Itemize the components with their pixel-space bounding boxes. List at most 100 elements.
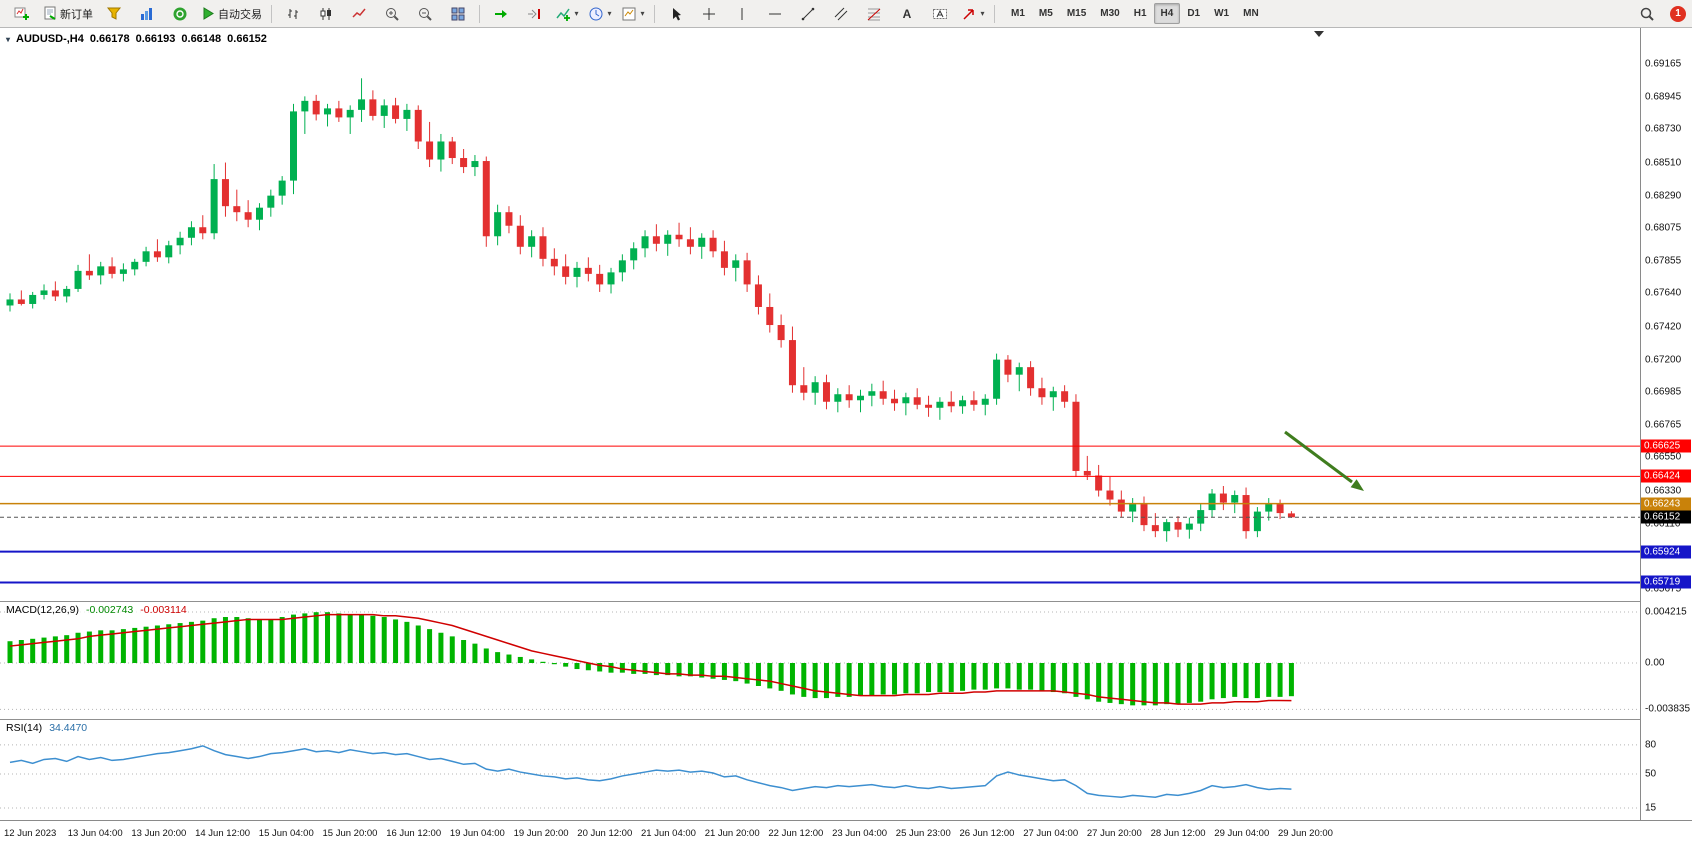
new-order-label: 新订单: [60, 8, 93, 21]
label-tool-button[interactable]: [924, 2, 956, 26]
chevron-down-icon: ▾: [607, 9, 612, 18]
timeframe-button-d1[interactable]: D1: [1187, 8, 1201, 19]
chart-header: ▾ AUDUSD-,H4 0.66178 0.66193 0.66148 0.6…: [6, 33, 267, 45]
line-chart-button[interactable]: [343, 2, 375, 26]
text-tool-button[interactable]: A: [891, 2, 923, 26]
indicators-button[interactable]: ▾: [551, 2, 583, 26]
rsi-name: RSI(14): [6, 722, 43, 734]
crosshair-icon: [703, 7, 715, 20]
rsi-indicator-label: RSI(14) 34.4470: [6, 722, 88, 734]
autotrading-icon: [203, 7, 214, 20]
price-axis-label: 0.65675: [1645, 583, 1682, 595]
rsi-scale-label: 15: [1645, 802, 1657, 814]
timeframe-button-m1[interactable]: M1: [1011, 8, 1025, 19]
price-axis-label: 0.66550: [1645, 451, 1682, 463]
price-axis-label: 0.66985: [1645, 386, 1682, 398]
price-level-badge: 0.66243: [1641, 497, 1691, 511]
objects-icon: [963, 8, 975, 20]
macd-name: MACD(12,26,9): [6, 604, 79, 616]
rsi-scale-label: 50: [1645, 768, 1657, 780]
main-toolbar: 新订单 自动交易: [0, 0, 1692, 28]
auto-scroll-button[interactable]: [485, 2, 517, 26]
time-axis-label: 27 Jun 20:00: [1086, 828, 1142, 839]
charts-button[interactable]: [131, 2, 163, 26]
timeframe-button-m30[interactable]: M30: [1100, 8, 1120, 19]
templates-button[interactable]: ▾: [617, 2, 649, 26]
search-button[interactable]: [1631, 2, 1663, 26]
timeframe-button-m15[interactable]: M15: [1066, 8, 1087, 19]
vertical-line-icon: [741, 7, 743, 20]
zoom-in-button[interactable]: [376, 2, 408, 26]
macd-indicator-label: MACD(12,26,9) -0.002743 -0.003114: [6, 604, 187, 616]
notification-badge[interactable]: 1: [1670, 5, 1686, 22]
timeframe-button-w1[interactable]: W1: [1214, 8, 1230, 19]
candlestick-chart-button[interactable]: [310, 2, 342, 26]
open-value: 0.66178: [89, 33, 130, 45]
cursor-icon: [673, 7, 681, 20]
bar-chart-icon: [288, 8, 298, 19]
price-axis-label: 0.67420: [1645, 321, 1682, 333]
time-axis[interactable]: 12 Jun 2023 13 Jun 04:00 13 Jun 20:00 14 Ju…: [0, 820, 1692, 848]
timeframe-button-h4[interactable]: H4: [1153, 3, 1181, 24]
chevron-down-icon: ▾: [640, 9, 645, 18]
label-icon: [933, 8, 947, 19]
objects-button[interactable]: ▾: [957, 2, 989, 26]
price-axis-label: 0.66765: [1645, 419, 1682, 431]
fibonacci-button[interactable]: [858, 2, 890, 26]
text-icon: A: [902, 6, 912, 21]
zoom-out-icon: [419, 7, 432, 21]
price-axis-label: 0.68510: [1645, 157, 1682, 169]
bar-chart-button[interactable]: [277, 2, 309, 26]
horizontal-line-button[interactable]: [759, 2, 791, 26]
candlestick-chart-icon: [320, 7, 331, 20]
periods-button[interactable]: ▾: [584, 2, 616, 26]
timeframe-button-h1[interactable]: H1: [1133, 8, 1147, 19]
price-axis-label: 0.67855: [1645, 255, 1682, 267]
tile-windows-button[interactable]: [442, 2, 474, 26]
time-axis-label: 19 Jun 20:00: [513, 828, 569, 839]
channel-icon: [834, 7, 848, 20]
market-watch-button[interactable]: [98, 2, 130, 26]
autotrading-button[interactable]: 自动交易: [197, 2, 266, 26]
time-axis-label: 26 Jun 12:00: [959, 828, 1015, 839]
zoom-out-button[interactable]: [409, 2, 441, 26]
toolbar-separator: [994, 4, 995, 23]
chart-shift-icon: [528, 8, 540, 19]
one-click-trading-toggle[interactable]: ▾: [6, 34, 11, 44]
horizontal-line-icon: [769, 13, 781, 14]
fibonacci-icon: [867, 8, 881, 20]
new-chart-button[interactable]: [6, 2, 38, 26]
channel-button[interactable]: [825, 2, 857, 26]
chart-shift-button[interactable]: [518, 2, 550, 26]
periods-icon: [589, 7, 603, 20]
timeframe-button-m5[interactable]: M5: [1038, 8, 1053, 19]
vertical-line-button[interactable]: [726, 2, 758, 26]
new-order-icon: [44, 6, 56, 20]
symbol-period-label: AUDUSD-,H4: [16, 33, 84, 45]
indicators-icon: [556, 8, 571, 21]
macd-signal-value: -0.003114: [140, 604, 187, 616]
chart-canvas[interactable]: [0, 28, 1640, 820]
community-button[interactable]: [164, 2, 196, 26]
time-axis-label: 25 Jun 23:00: [895, 828, 951, 839]
time-axis-label: 15 Jun 04:00: [258, 828, 314, 839]
chart-window: ▾ AUDUSD-,H4 0.66178 0.66193 0.66148 0.6…: [0, 28, 1692, 820]
charts-icon: [141, 7, 152, 20]
time-axis-label: 13 Jun 20:00: [131, 828, 187, 839]
new-order-button[interactable]: 新订单: [39, 2, 97, 26]
time-axis-label: 14 Jun 12:00: [195, 828, 251, 839]
trendline-button[interactable]: [792, 2, 824, 26]
price-level-badge: 0.66424: [1641, 469, 1691, 483]
time-axis-label: 29 Jun 04:00: [1214, 828, 1270, 839]
search-icon: [1640, 7, 1654, 21]
price-axis-label: 0.69165: [1645, 58, 1682, 70]
price-level-badge: 0.65719: [1641, 575, 1691, 589]
zoom-in-icon: [386, 7, 399, 21]
timeframe-button-mn[interactable]: MN: [1243, 8, 1259, 19]
crosshair-button[interactable]: [693, 2, 725, 26]
macd-scale-label: 0.00: [1645, 657, 1665, 669]
cursor-button[interactable]: [660, 2, 692, 26]
price-axis[interactable]: 0.69165 0.68945 0.68730 0.68510 0.68290 0.680…: [1640, 28, 1692, 820]
macd-scale-label: 0.004215: [1645, 606, 1687, 618]
chart-plot[interactable]: ▾ AUDUSD-,H4 0.66178 0.66193 0.66148 0.6…: [0, 28, 1640, 820]
